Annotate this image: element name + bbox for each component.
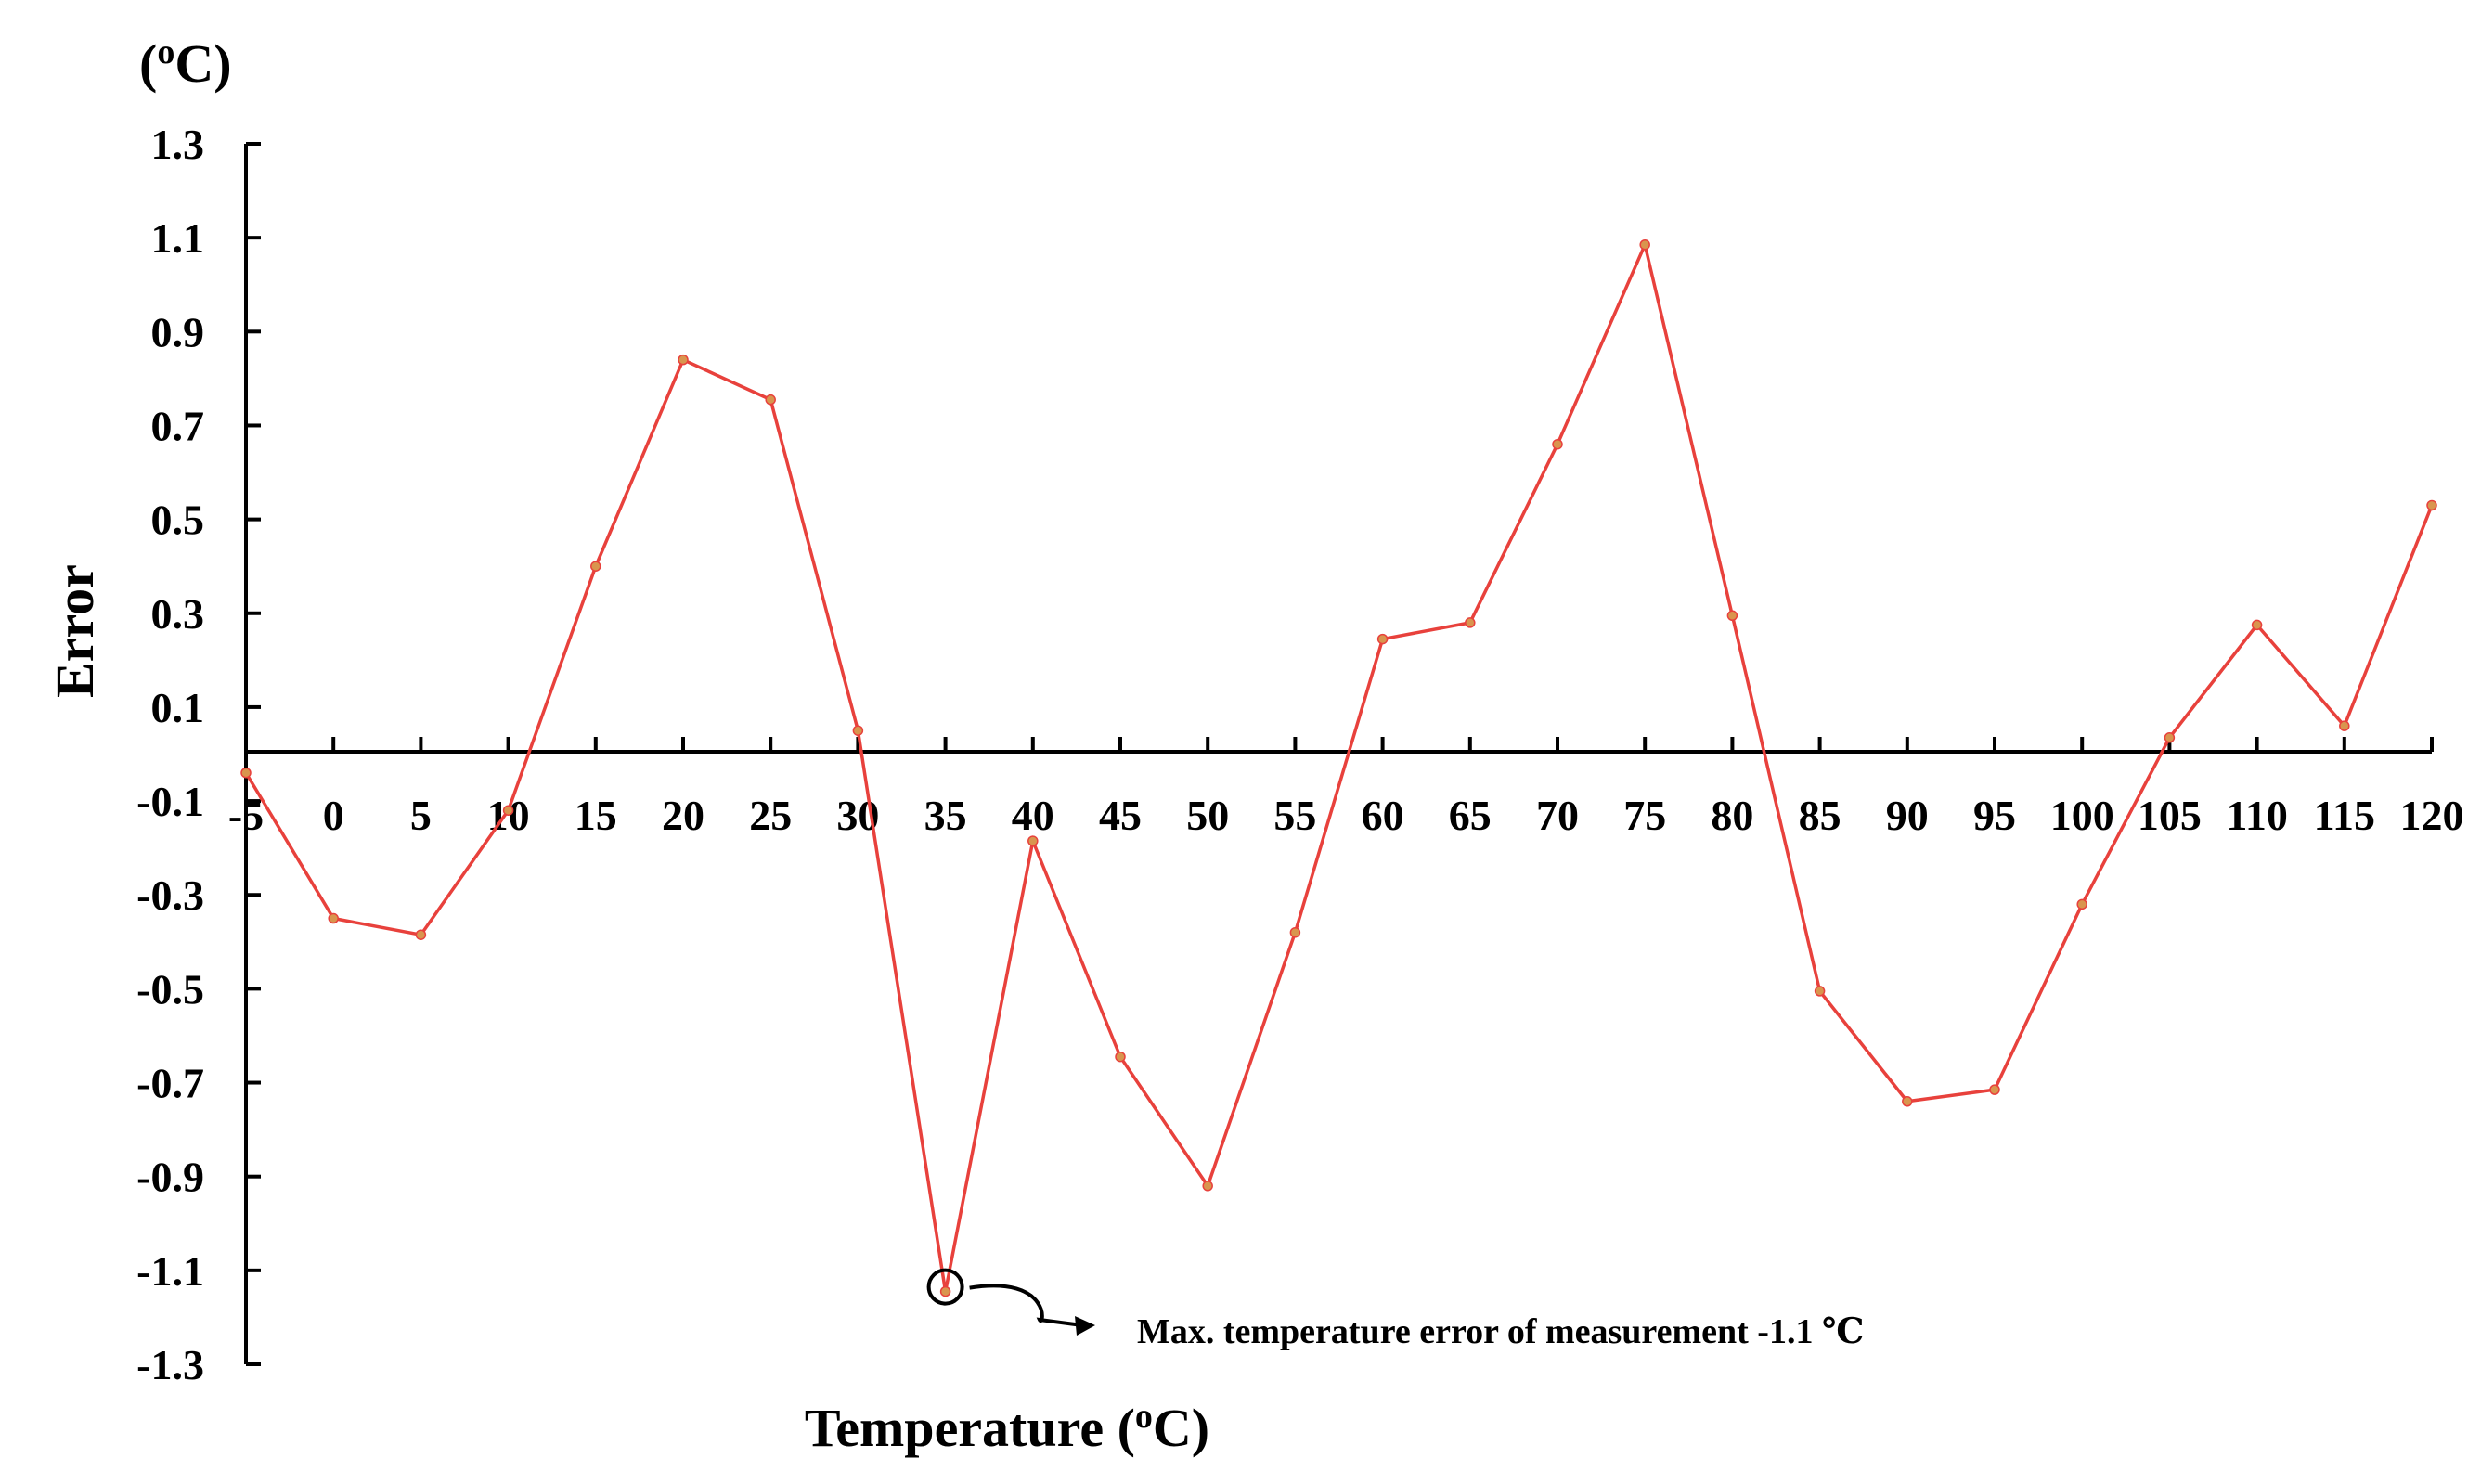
x-tick-label: 115 — [2314, 792, 2375, 839]
y-axis — [244, 142, 261, 1366]
data-point — [1465, 617, 1476, 628]
y-tick-label: 0.1 — [151, 684, 205, 731]
y-tick-label: 1.1 — [151, 214, 205, 262]
x-tick-label: 35 — [924, 792, 967, 839]
data-point — [1989, 1084, 2000, 1095]
x-tick-label: 5 — [410, 792, 432, 839]
data-point — [2076, 898, 2087, 910]
x-tick-label: 25 — [749, 792, 792, 839]
y-tick-label: -0.7 — [136, 1060, 204, 1107]
data-point — [1202, 1181, 1213, 1192]
x-axis-title-text: Temperature — [805, 1398, 1104, 1458]
y-tick-label: -0.3 — [136, 871, 204, 919]
data-point — [1639, 239, 1650, 251]
x-tick-label: 90 — [1886, 792, 1929, 839]
data-point — [590, 561, 601, 572]
data-point — [1027, 835, 1039, 846]
y-tick-label: -1.1 — [136, 1247, 204, 1295]
annotation-arrowhead — [1075, 1316, 1095, 1336]
data-point — [2426, 499, 2437, 511]
x-tick-label: 110 — [2226, 792, 2287, 839]
x-tick-label: 15 — [575, 792, 617, 839]
x-axis — [244, 737, 2434, 754]
y-tick-label: 1.3 — [151, 121, 205, 168]
data-point — [852, 725, 864, 736]
data-point — [328, 912, 339, 924]
y-tick-label: -0.5 — [136, 965, 204, 1013]
x-tick-label: 70 — [1536, 792, 1579, 839]
x-unit-superscript-o: o — [1135, 1397, 1153, 1436]
x-tick-label: 60 — [1362, 792, 1404, 839]
data-point — [502, 805, 514, 816]
data-point — [415, 929, 427, 940]
x-tick-label: 55 — [1273, 792, 1316, 839]
y-axis-title: Error — [45, 564, 105, 698]
x-tick-label: 45 — [1099, 792, 1142, 839]
x-tick-label: 50 — [1186, 792, 1229, 839]
data-point — [1289, 926, 1301, 938]
x-tick-label: 85 — [1799, 792, 1841, 839]
x-tick-label: 75 — [1623, 792, 1666, 839]
y-unit-c: C) — [174, 33, 231, 94]
x-tick-label: 80 — [1711, 792, 1753, 839]
x-tick-label: 100 — [2050, 792, 2114, 839]
series-line — [244, 239, 2434, 1292]
series-layer — [240, 239, 2437, 1297]
y-tick-label: 0.5 — [151, 497, 205, 544]
y-tick-label: 0.9 — [151, 308, 205, 355]
y-tick-label: 0.7 — [151, 402, 205, 449]
x-tick-label: 65 — [1449, 792, 1492, 839]
annotation-circle — [926, 1268, 964, 1306]
x-tick-label: -5 — [228, 792, 264, 839]
data-point — [678, 354, 689, 366]
y-tick-label: -1.3 — [136, 1341, 204, 1388]
data-point — [765, 394, 776, 406]
data-point — [1726, 610, 1738, 622]
data-point — [1115, 1051, 1126, 1063]
data-point — [1902, 1096, 1913, 1107]
x-unit-c: C) — [1153, 1398, 1209, 1458]
y-unit-superscript-o: o — [157, 32, 174, 71]
x-tick-label: 95 — [1973, 792, 2016, 839]
y-tick-label: -0.1 — [136, 778, 204, 825]
y-tick-labels: 1.3 1.1 0.9 0.7 0.5 0.3 0.1 -0.1 -0.3 -0.5 -0.7 -0.… — [136, 121, 204, 1388]
data-point — [939, 1285, 951, 1297]
y-tick-label: 0.3 — [151, 590, 205, 638]
data-point — [2339, 720, 2350, 731]
x-axis-title: Temperature (oC) — [805, 1397, 1209, 1458]
data-point — [1552, 438, 1563, 450]
annotation-layer: Max. temperature error of measurement -1… — [926, 1268, 1864, 1351]
x-tick-label: 120 — [2400, 792, 2464, 839]
x-tick-labels: -505101520253035404550556065707580859095… — [228, 792, 2464, 839]
data-point — [1376, 633, 1389, 645]
data-point — [2164, 732, 2176, 743]
x-tick-label: 20 — [662, 792, 704, 839]
data-point — [240, 767, 252, 779]
annotation-arrow — [969, 1284, 1083, 1327]
y-tick-label: -0.9 — [136, 1154, 204, 1201]
data-point — [1814, 986, 1826, 997]
y-unit-label: (oC) — [139, 32, 232, 94]
annotation-text: Max. temperature error of measurement -1… — [1137, 1312, 1864, 1351]
x-tick-label: 40 — [1012, 792, 1054, 839]
x-tick-label: 105 — [2138, 792, 2202, 839]
data-point — [2251, 619, 2263, 631]
x-tick-label: 0 — [323, 792, 344, 839]
